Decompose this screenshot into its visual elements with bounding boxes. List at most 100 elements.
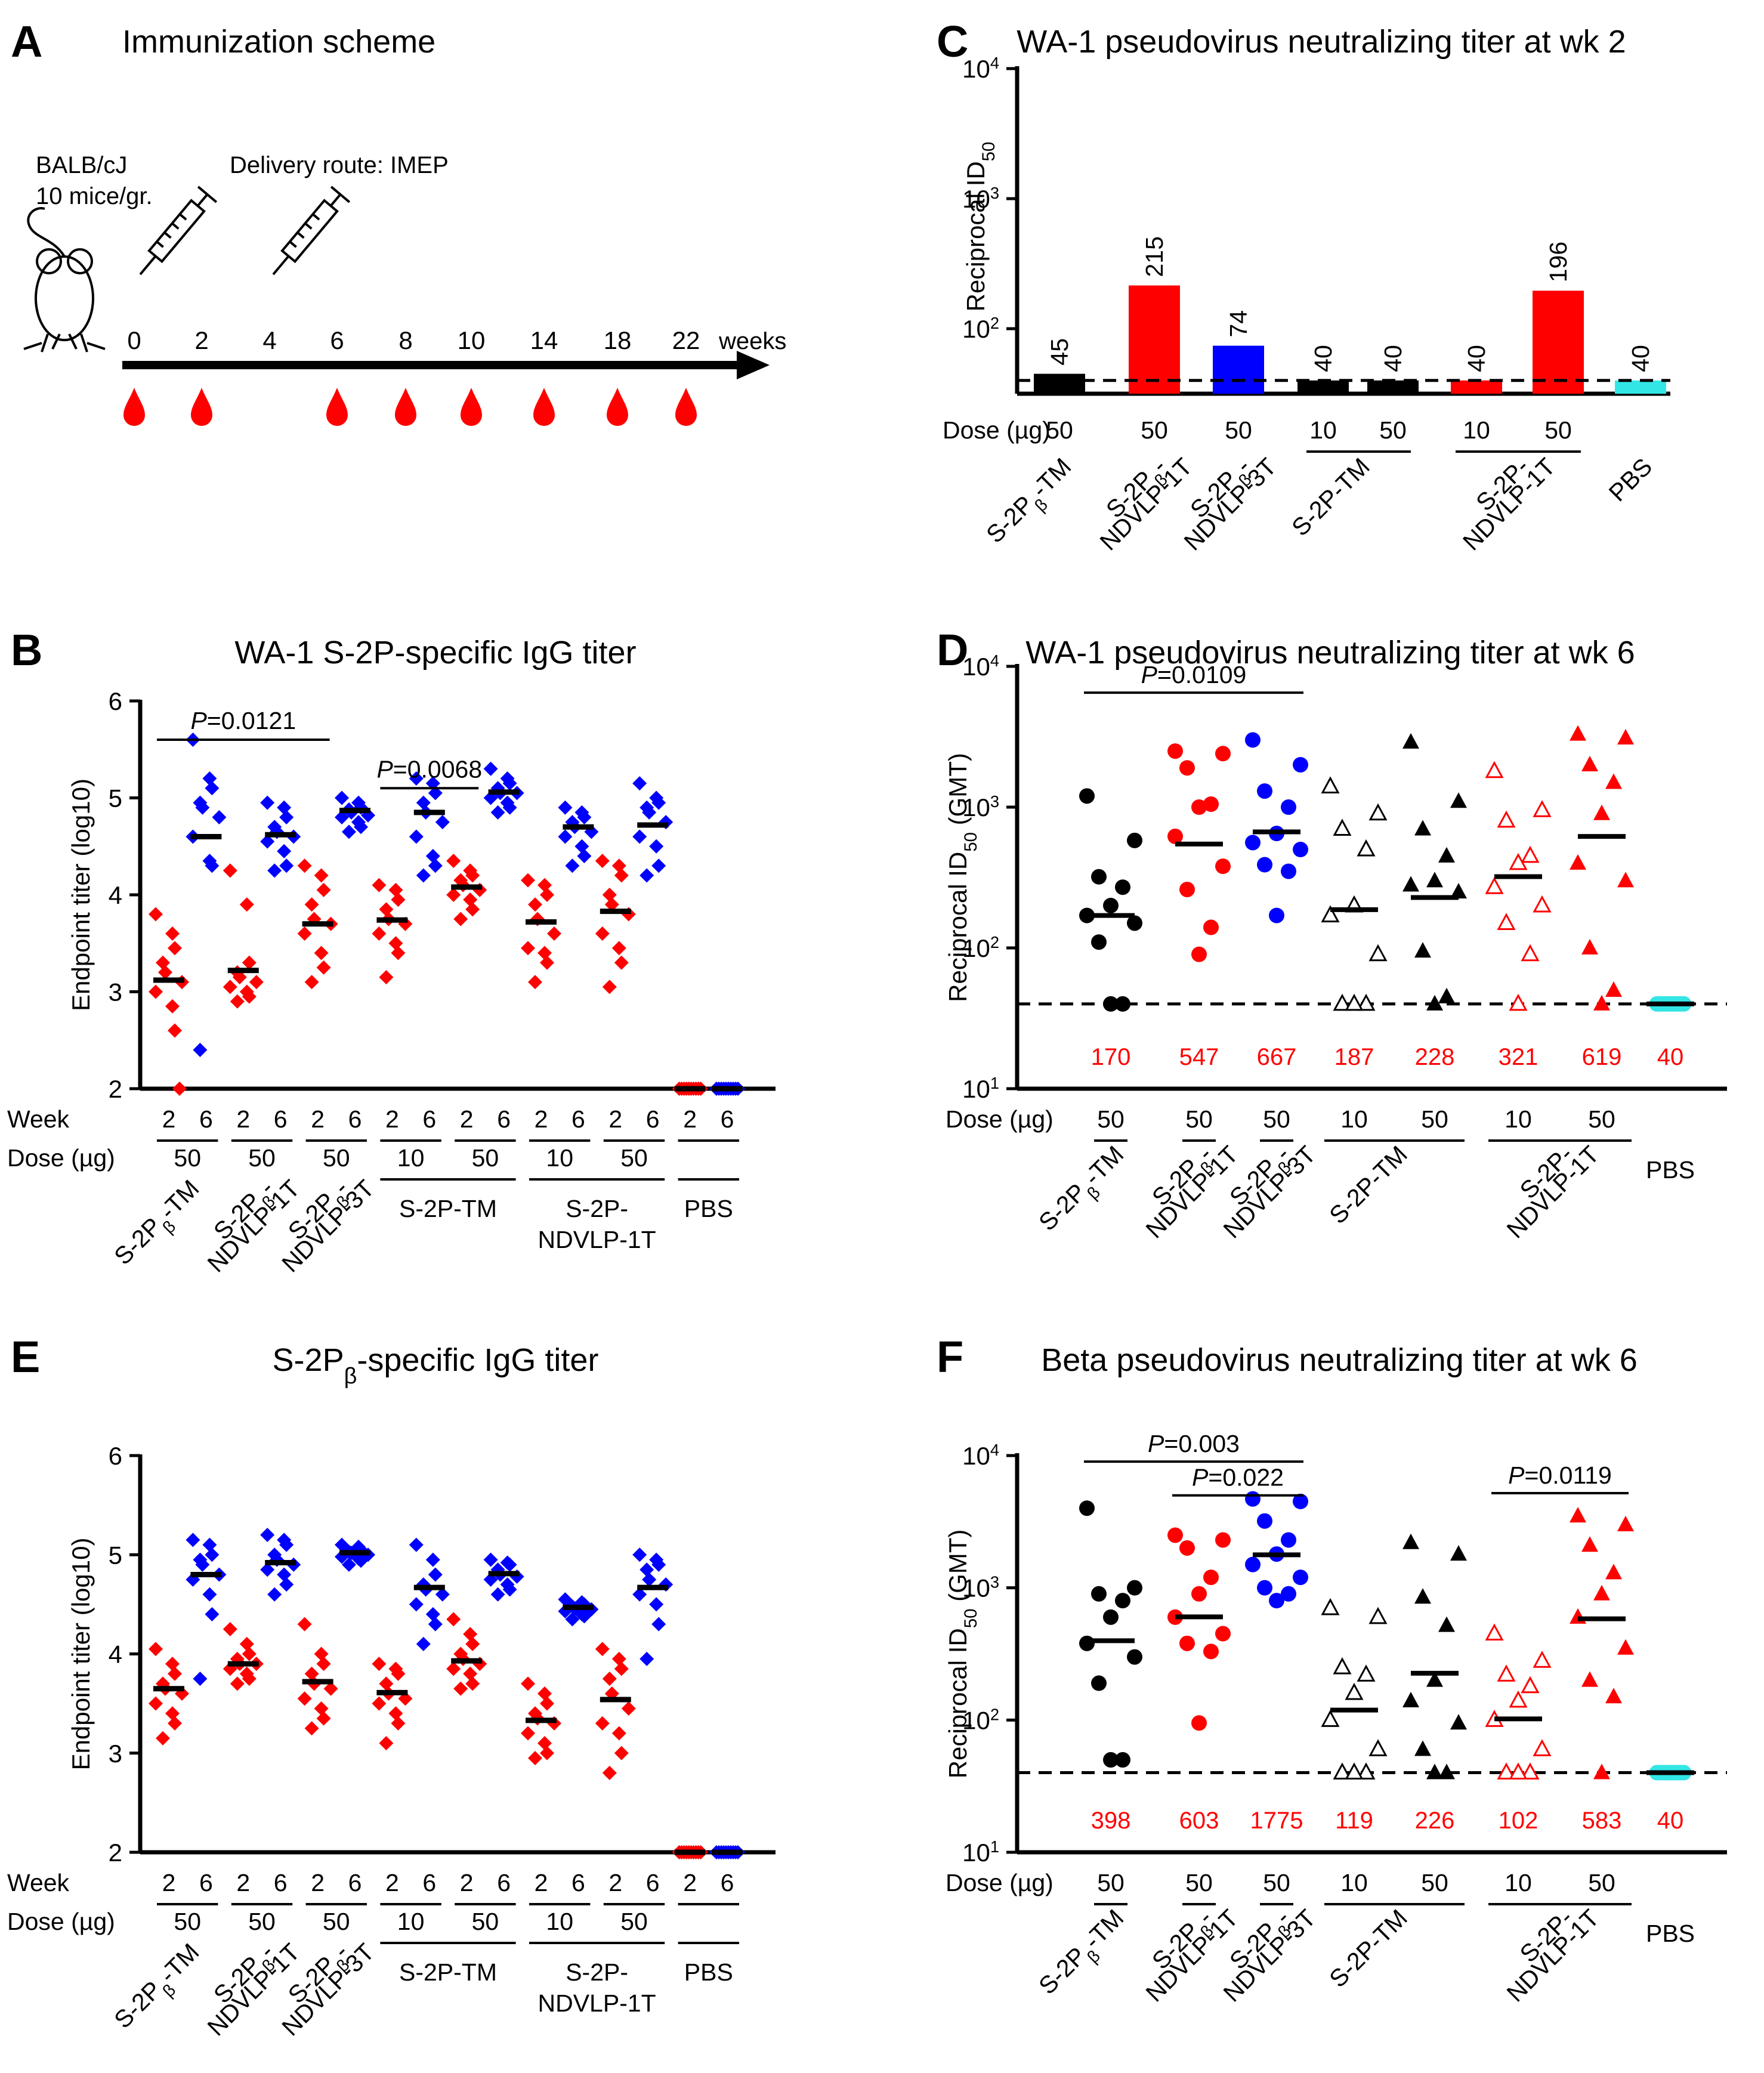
y-axis-title: Endpoint titer (log10) bbox=[67, 778, 95, 1011]
data-point bbox=[1368, 803, 1388, 821]
gmt-value-label: 40 bbox=[1657, 1044, 1684, 1070]
data-point bbox=[156, 1731, 170, 1745]
data-point bbox=[1593, 1584, 1610, 1601]
data-point bbox=[621, 1701, 636, 1716]
timeline-week-label: 18 bbox=[604, 326, 632, 354]
data-point bbox=[1179, 1540, 1195, 1556]
timeline-week-label: 22 bbox=[672, 326, 700, 354]
y-tick-label: 104 bbox=[962, 651, 999, 681]
week-label: 6 bbox=[348, 1105, 362, 1133]
gmt-value-label: 228 bbox=[1415, 1044, 1455, 1070]
data-point bbox=[1167, 743, 1183, 759]
vaccine-label: S-2P- bbox=[566, 1195, 628, 1222]
bar-value-label: 45 bbox=[1046, 338, 1073, 366]
data-point bbox=[632, 829, 647, 844]
data-point bbox=[632, 1547, 647, 1562]
y-tick-label: 6 bbox=[109, 1442, 122, 1470]
dose-label: 10 bbox=[1340, 1105, 1368, 1133]
data-point bbox=[1521, 1762, 1540, 1780]
data-series-week-6 bbox=[632, 1547, 674, 1666]
y-tick-label: 5 bbox=[109, 1541, 122, 1569]
week-label: 6 bbox=[274, 1105, 288, 1133]
y-tick-label: 102 bbox=[962, 1705, 999, 1735]
data-point bbox=[446, 854, 461, 869]
data-point bbox=[323, 1681, 338, 1696]
data-point bbox=[1509, 993, 1528, 1011]
dose-row-label: Dose (µg) bbox=[946, 1105, 1054, 1133]
delivery-route: Delivery route: IMEP bbox=[230, 152, 449, 178]
week-label: 6 bbox=[497, 1105, 511, 1133]
panel-title: WA-1 S-2P-specific IgG titer bbox=[234, 635, 636, 671]
data-point bbox=[428, 858, 443, 873]
week-label: 2 bbox=[535, 1869, 548, 1896]
data-point bbox=[1368, 944, 1388, 962]
week-label: 2 bbox=[311, 1105, 325, 1133]
data-point bbox=[453, 1681, 468, 1696]
data-point bbox=[640, 868, 654, 883]
data-series-week-6 bbox=[335, 1537, 375, 1572]
data-point bbox=[490, 805, 505, 820]
data-series-week-2 bbox=[446, 1612, 487, 1696]
data-point bbox=[1281, 1586, 1296, 1602]
data-point bbox=[168, 1666, 182, 1681]
bar bbox=[1034, 373, 1085, 394]
data-point bbox=[1103, 1752, 1119, 1768]
blood-drop-icon bbox=[395, 388, 416, 426]
y-axis-title: Reciprocal ID50 bbox=[962, 142, 999, 312]
data-series-week-2 bbox=[223, 863, 264, 1009]
data-point bbox=[149, 984, 163, 999]
dose-label: 50 bbox=[1225, 416, 1252, 444]
data-point bbox=[1605, 773, 1622, 789]
p-value-label: P=0.022 bbox=[1192, 1464, 1284, 1491]
data-point bbox=[1414, 1740, 1431, 1756]
week-label: 2 bbox=[683, 1869, 697, 1896]
data-point bbox=[335, 810, 349, 824]
data-point bbox=[297, 926, 312, 941]
data-point bbox=[304, 1666, 319, 1681]
data-point bbox=[239, 1636, 254, 1651]
data-point bbox=[1438, 1616, 1455, 1632]
data-point bbox=[172, 1082, 187, 1096]
data-point bbox=[565, 858, 580, 873]
data-point bbox=[409, 829, 424, 844]
bar-value-label: 40 bbox=[1463, 345, 1490, 372]
data-series-week-6 bbox=[260, 1528, 301, 1602]
y-tick-label: 2 bbox=[109, 1839, 122, 1867]
data-group bbox=[1402, 733, 1467, 1011]
week-label: 2 bbox=[311, 1869, 325, 1896]
vaccine-label: NDVLP-1T bbox=[537, 1226, 656, 1253]
y-tick-label: 102 bbox=[962, 933, 999, 963]
dose-label: 50 bbox=[1379, 416, 1407, 444]
data-group bbox=[1402, 1533, 1467, 1779]
data-point bbox=[260, 795, 275, 810]
y-tick-label: 5 bbox=[109, 784, 122, 812]
gmt-value-label: 170 bbox=[1091, 1044, 1131, 1070]
dose-label: 50 bbox=[174, 1908, 201, 1935]
data-point bbox=[1127, 1580, 1142, 1596]
data-point bbox=[425, 1552, 440, 1567]
data-point bbox=[614, 868, 629, 883]
data-point bbox=[1345, 1762, 1364, 1780]
data-point bbox=[1426, 1763, 1443, 1779]
week-label: 2 bbox=[162, 1105, 176, 1133]
data-point bbox=[465, 902, 480, 917]
week-label: 2 bbox=[608, 1869, 622, 1896]
data-point bbox=[314, 868, 329, 883]
data-group bbox=[1321, 1598, 1388, 1780]
data-point bbox=[1426, 994, 1443, 1011]
data-point bbox=[1091, 934, 1107, 950]
data-point bbox=[409, 1597, 424, 1612]
week-label: 6 bbox=[646, 1869, 660, 1896]
data-point bbox=[1203, 919, 1219, 935]
data-point bbox=[279, 1537, 294, 1552]
data-point bbox=[428, 1617, 443, 1632]
data-series-week-2 bbox=[372, 1657, 413, 1751]
vaccine-label: S-2P-TM bbox=[1324, 1141, 1412, 1229]
data-series-week-6 bbox=[483, 761, 524, 820]
data-point bbox=[1191, 1586, 1207, 1602]
data-point bbox=[1497, 1664, 1516, 1682]
data-point bbox=[642, 1572, 657, 1587]
data-point bbox=[1426, 1671, 1443, 1687]
dose-row-label: Dose (µg) bbox=[7, 1908, 115, 1935]
data-point bbox=[1321, 776, 1340, 794]
